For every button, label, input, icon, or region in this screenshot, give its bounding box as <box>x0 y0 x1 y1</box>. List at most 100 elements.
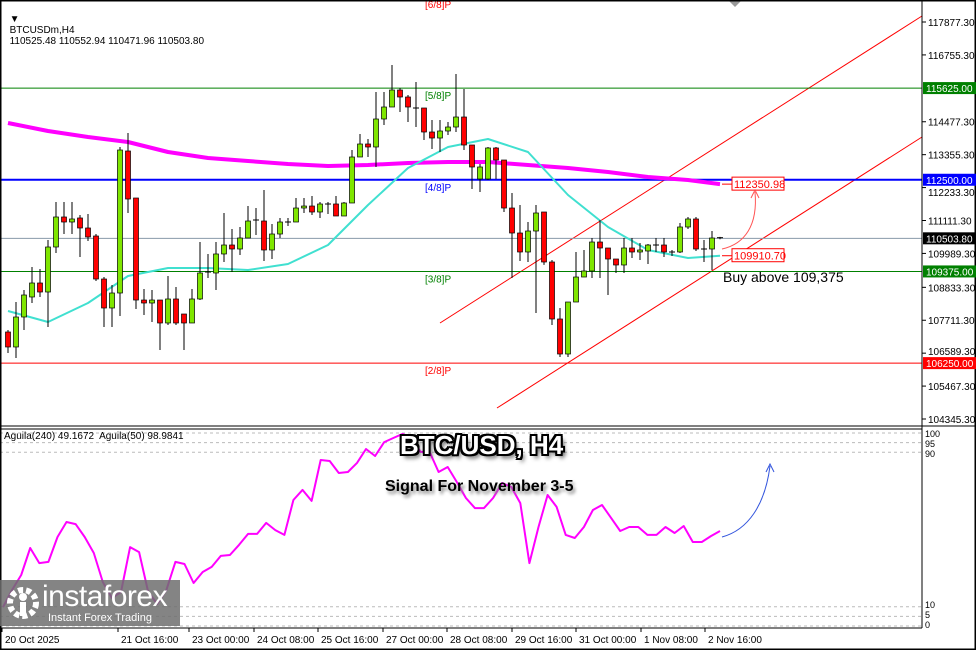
osc-level-label: 100 <box>925 429 940 439</box>
candle <box>373 92 379 167</box>
candle <box>565 301 571 357</box>
candle-body <box>509 207 515 234</box>
candle-body <box>13 316 19 348</box>
candle-body <box>317 203 323 213</box>
price-tick-label: 104345.30 <box>928 415 976 426</box>
candle-body <box>677 226 683 253</box>
candle <box>341 201 347 217</box>
annotation-label: 109910.70 <box>734 251 786 263</box>
level-tag-6-8: [6/8]P <box>425 0 451 11</box>
level-price-label: 106250.00 <box>926 359 974 370</box>
candle <box>325 201 331 214</box>
candle-body <box>477 166 483 180</box>
level-price-label: 109375.00 <box>926 267 974 278</box>
candle-body <box>421 107 427 133</box>
candle <box>709 231 715 271</box>
current-price-label: 110503.80 <box>926 234 973 245</box>
candle-body <box>357 143 363 158</box>
candle <box>125 132 131 213</box>
candle-body <box>429 131 435 139</box>
candle <box>597 220 603 279</box>
candle <box>477 164 483 192</box>
candle-body <box>621 247 627 266</box>
level-price-label: 115625.00 <box>926 84 973 95</box>
candle-body <box>685 218 691 228</box>
candle-body <box>389 89 395 108</box>
candle <box>285 217 291 226</box>
candle <box>261 189 267 261</box>
candle-body <box>589 241 595 272</box>
level-price-box <box>923 357 976 370</box>
candle-body <box>141 299 147 304</box>
candle-body <box>5 331 11 348</box>
candle-body <box>573 276 579 303</box>
logo-tagline: Instant Forex Trading <box>48 612 152 624</box>
candle <box>621 237 627 273</box>
level-tag: [2/8]P <box>425 366 451 377</box>
candle <box>629 237 635 259</box>
candle <box>45 239 51 328</box>
candle <box>581 249 587 278</box>
candle <box>549 259 555 325</box>
candle <box>245 206 251 239</box>
dropdown-triangle-icon[interactable]: ▼ <box>9 14 20 25</box>
candle <box>37 269 43 297</box>
candle <box>101 277 107 328</box>
candle <box>397 88 403 113</box>
candle <box>85 213 91 241</box>
candle <box>133 197 139 309</box>
candle <box>573 251 579 303</box>
candle-body <box>157 299 163 324</box>
candle-body <box>277 221 283 235</box>
candle <box>453 73 459 132</box>
candle-body <box>245 220 251 239</box>
candle <box>221 212 227 262</box>
candle-body <box>485 147 491 180</box>
symbol-header: ▼ BTCUSDm,H4 110525.48 110552.94 110471.… <box>4 3 204 47</box>
candle-body <box>93 235 99 280</box>
forecast-arrow <box>721 191 756 250</box>
candle-body <box>549 261 555 320</box>
candle <box>301 198 307 213</box>
candle <box>645 244 651 264</box>
candle-body <box>445 126 451 132</box>
candle <box>13 302 19 358</box>
candle-body <box>77 217 83 229</box>
candle <box>469 144 475 189</box>
candle-body <box>397 89 403 98</box>
candle-body <box>637 249 643 253</box>
candle-body <box>189 298 195 324</box>
level-tag: [5/8]P <box>425 91 451 102</box>
price-tick-label: 106589.30 <box>928 347 976 358</box>
candle-body <box>237 237 243 250</box>
candle <box>637 243 643 260</box>
candle-body <box>333 203 339 217</box>
candle-body <box>453 116 459 128</box>
time-label: 2 Nov 16:00 <box>708 635 762 646</box>
forecast-arrowhead-icon <box>750 188 760 199</box>
overlay-title: BTC/USD, H4 <box>400 430 564 460</box>
time-label: 31 Oct 00:00 <box>579 635 637 646</box>
osc-forecast-arrow <box>721 465 771 538</box>
candle-body <box>21 294 27 318</box>
candle <box>389 65 395 108</box>
candle-body <box>301 205 307 209</box>
candle-body <box>661 244 667 253</box>
time-label: 1 Nov 08:00 <box>644 635 698 646</box>
price-tick-label: 113355.30 <box>928 151 975 162</box>
time-label: 21 Oct 16:00 <box>121 635 179 646</box>
candle-body <box>101 278 107 309</box>
buy-note: Buy above 109,375 <box>723 269 844 285</box>
candle <box>525 222 531 262</box>
level-tag: [3/8]P <box>425 274 451 285</box>
candle <box>701 239 707 262</box>
candle <box>445 122 451 135</box>
oscillator-legend: Aguila(240) 49.1672 Aguila(50) 98.9841 <box>4 431 184 442</box>
osc-level-label: 10 <box>925 600 935 610</box>
candle-body <box>493 147 499 161</box>
price-tick-label: 117877.30 <box>928 18 975 29</box>
candle <box>205 253 211 279</box>
candle-body <box>181 313 187 324</box>
osc-level-label: 0 <box>925 620 930 630</box>
